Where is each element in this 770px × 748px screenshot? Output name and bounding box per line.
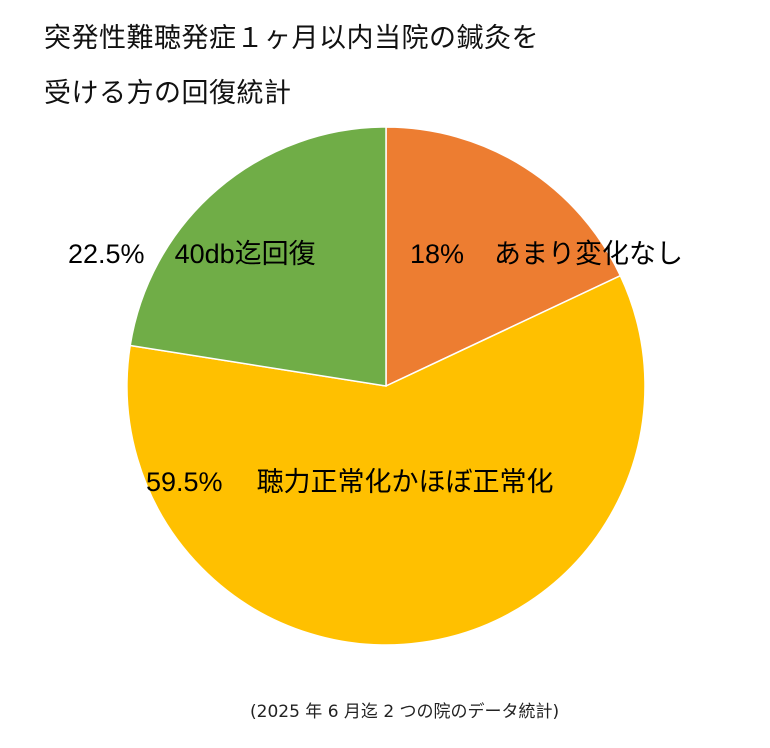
slice-normalized bbox=[126, 274, 646, 646]
slice-text-normalized: 聴力正常化かほぼ正常化 bbox=[256, 467, 554, 497]
slice-label-40db: 22.5% 40db迄回復 bbox=[68, 238, 316, 270]
slice-label-no-change: 18% あまり変化なし bbox=[410, 238, 683, 270]
footnote: (2025 年 6 月迄 2 つの院のデータ統計) bbox=[250, 702, 560, 722]
slice-pct-no-change: 18% bbox=[410, 239, 465, 269]
slice-text-no-change: あまり変化なし bbox=[494, 239, 684, 269]
slice-40db bbox=[129, 126, 387, 387]
slice-pct-40db: 22.5% bbox=[68, 239, 145, 269]
slice-no-change bbox=[385, 126, 622, 388]
chart-title-line-2: 受ける方の回復統計 bbox=[44, 78, 292, 109]
slice-pct-normalized: 59.5% bbox=[146, 467, 223, 497]
chart-title-line-1: 突発性難聴発症１ヶ月以内当院の鍼灸を bbox=[44, 23, 539, 54]
slice-text-40db: 40db迄回復 bbox=[174, 239, 316, 269]
slice-label-normalized: 59.5% 聴力正常化かほぼ正常化 bbox=[146, 466, 554, 498]
